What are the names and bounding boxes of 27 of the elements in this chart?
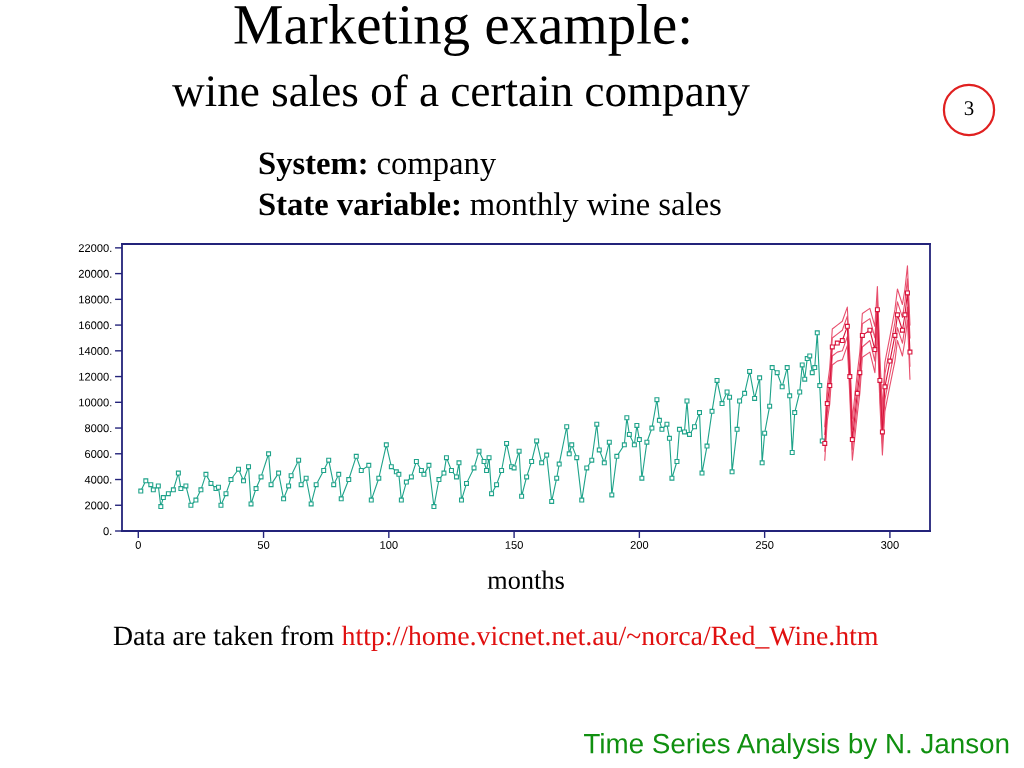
y-tick-label: 20000. <box>78 269 112 278</box>
x-tick-label: 200 <box>630 541 649 549</box>
y-tick-label: 14000. <box>79 347 112 355</box>
y-tick-label: 8000. <box>84 424 112 433</box>
y-tick-label: 2000. <box>85 501 112 510</box>
x-tick-label: 150 <box>505 541 523 549</box>
text: Time Series Analysis by N. Janson <box>584 733 1009 759</box>
chart-subtitle: wine sales of a certain company <box>172 74 750 116</box>
text: 3 <box>964 101 974 116</box>
x-tick-label: 300 <box>881 541 899 549</box>
x-axis-title: months <box>487 570 564 590</box>
y-tick-label: 4000. <box>84 475 112 484</box>
y-tick-label: 0. <box>103 527 112 536</box>
y-tick-label: 12000. <box>79 372 112 381</box>
y-tick-label: 22000. <box>78 244 112 252</box>
chart-title: Marketing example: <box>234 4 689 56</box>
y-tick-label: 16000. <box>79 321 112 330</box>
y-tick-label: 6000. <box>85 450 112 458</box>
x-tick-label: 0 <box>135 541 141 549</box>
x-tick-label: 100 <box>380 541 398 549</box>
text: Data are taken from http://home.vicnet.net.au/~norca/Red_Wine.htm <box>113 625 879 651</box>
text: State variable: monthly wine sales <box>259 192 721 223</box>
text: System: company <box>259 152 497 182</box>
x-tick-label: 50 <box>257 541 270 549</box>
y-tick-label: 18000. <box>79 295 112 304</box>
y-tick-label: 10000. <box>79 398 112 407</box>
x-tick-label: 250 <box>755 541 774 549</box>
